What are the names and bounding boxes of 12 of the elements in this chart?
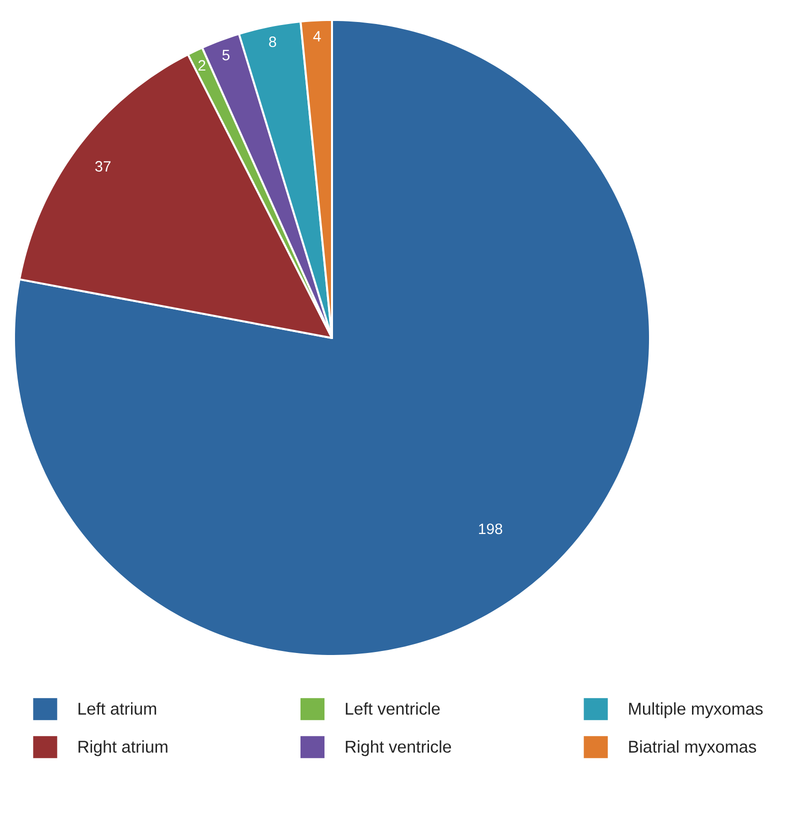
- legend-label: Multiple myxomas: [629, 702, 763, 718]
- data-label: 198: [478, 524, 502, 534]
- data-label: 8: [268, 36, 276, 48]
- data-label: 37: [95, 161, 110, 172]
- legend-label: Right ventricle: [346, 740, 451, 756]
- data-label: 5: [222, 50, 230, 60]
- data-label: 2: [198, 60, 206, 71]
- legend-label: Left atrium: [78, 702, 156, 715]
- legend-label: Biatrial myxomas: [629, 740, 756, 756]
- legend-label: Right atrium: [78, 740, 168, 756]
- data-label: 4: [313, 31, 321, 42]
- legend-label: Left ventricle: [346, 702, 440, 715]
